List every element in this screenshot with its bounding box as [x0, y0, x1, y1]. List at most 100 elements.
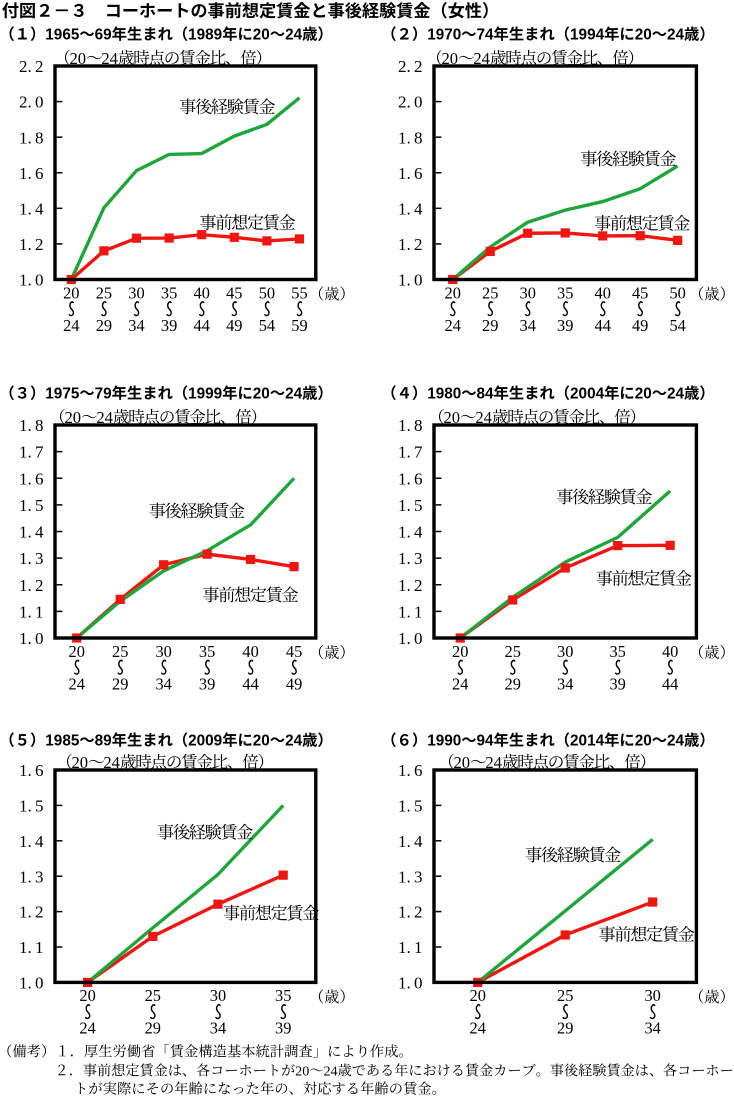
svg-text:25: 25 [557, 986, 573, 1005]
svg-text:69: 69 [95, 27, 112, 44]
svg-text:2014: 2014 [570, 733, 605, 750]
svg-text:34: 34 [644, 1019, 660, 1038]
svg-text:34: 34 [557, 674, 573, 693]
svg-text:1.1: 1.1 [19, 938, 43, 957]
svg-text:1.7: 1.7 [398, 443, 423, 462]
svg-text:24: 24 [285, 27, 303, 44]
svg-text:55: 55 [291, 283, 307, 302]
svg-text:1.5: 1.5 [398, 496, 422, 515]
svg-text:40: 40 [662, 642, 678, 661]
svg-text:20: 20 [71, 753, 88, 772]
svg-text:30: 30 [520, 283, 536, 302]
svg-text:30: 30 [128, 283, 144, 302]
svg-text:39: 39 [199, 674, 215, 693]
svg-text:49: 49 [286, 674, 302, 693]
svg-text:20: 20 [445, 283, 461, 302]
svg-text:1965: 1965 [45, 27, 80, 44]
svg-text:39: 39 [609, 674, 625, 693]
svg-text:2.0: 2.0 [19, 93, 43, 112]
svg-text:35: 35 [199, 642, 215, 661]
svg-text:40: 40 [242, 642, 258, 661]
svg-text:20: 20 [64, 408, 81, 427]
svg-text:1.6: 1.6 [19, 164, 43, 183]
svg-text:2.2: 2.2 [398, 57, 422, 76]
svg-text:54: 54 [259, 316, 275, 335]
svg-text:1980: 1980 [427, 386, 461, 403]
svg-text:1.2: 1.2 [398, 235, 422, 254]
svg-text:1989: 1989 [188, 27, 222, 44]
svg-text:20: 20 [635, 386, 652, 403]
svg-text:1.2: 1.2 [19, 903, 43, 922]
svg-text:20: 20 [470, 986, 486, 1005]
svg-text:24: 24 [485, 753, 502, 772]
svg-text:2004: 2004 [570, 386, 605, 403]
svg-text:35: 35 [275, 986, 291, 1005]
svg-text:24: 24 [285, 386, 303, 403]
svg-text:44: 44 [194, 316, 210, 335]
svg-text:30: 30 [557, 642, 573, 661]
svg-text:1.6: 1.6 [398, 469, 422, 488]
svg-text:24: 24 [79, 1019, 95, 1038]
svg-text:1.8: 1.8 [19, 416, 43, 435]
svg-text:24: 24 [96, 408, 113, 427]
svg-text:45: 45 [286, 642, 302, 661]
svg-text:1.5: 1.5 [19, 496, 43, 515]
svg-text:2.2: 2.2 [19, 57, 43, 76]
svg-text:20: 20 [295, 1063, 309, 1079]
svg-text:1.6: 1.6 [19, 469, 43, 488]
svg-text:1.6: 1.6 [398, 761, 422, 780]
svg-text:1.5: 1.5 [398, 797, 422, 816]
svg-text:25: 25 [145, 986, 161, 1005]
svg-text:25: 25 [112, 642, 128, 661]
svg-text:30: 30 [155, 642, 171, 661]
svg-text:24: 24 [475, 408, 492, 427]
svg-text:1.0: 1.0 [19, 974, 43, 993]
svg-text:59: 59 [291, 316, 307, 335]
svg-text:1975: 1975 [45, 386, 80, 403]
svg-text:20: 20 [79, 986, 95, 1005]
svg-text:1.2: 1.2 [398, 576, 422, 595]
svg-text:1.3: 1.3 [19, 867, 43, 886]
svg-text:34: 34 [520, 316, 536, 335]
svg-text:20: 20 [253, 27, 270, 44]
svg-text:89: 89 [95, 733, 112, 750]
svg-text:29: 29 [145, 1019, 161, 1038]
svg-text:20: 20 [453, 753, 470, 772]
svg-text:1.0: 1.0 [398, 974, 422, 993]
svg-text:1.0: 1.0 [19, 629, 43, 648]
svg-text:45: 45 [632, 283, 648, 302]
svg-text:1.1: 1.1 [398, 938, 422, 957]
svg-text:50: 50 [669, 283, 685, 302]
svg-text:35: 35 [609, 642, 625, 661]
svg-text:54: 54 [669, 316, 685, 335]
svg-text:35: 35 [557, 283, 573, 302]
svg-text:24: 24 [69, 674, 85, 693]
svg-text:40: 40 [194, 283, 210, 302]
svg-text:24: 24 [101, 49, 118, 68]
svg-text:24: 24 [667, 386, 685, 403]
svg-text:1.7: 1.7 [19, 443, 44, 462]
svg-text:1.3: 1.3 [19, 549, 43, 568]
svg-text:24: 24 [445, 316, 461, 335]
svg-text:79: 79 [95, 386, 112, 403]
svg-text:35: 35 [161, 283, 177, 302]
svg-text:1.4: 1.4 [398, 199, 423, 218]
svg-text:20: 20 [69, 49, 86, 68]
svg-text:2.0: 2.0 [398, 93, 422, 112]
svg-text:29: 29 [505, 674, 521, 693]
svg-text:24: 24 [473, 49, 490, 68]
svg-text:25: 25 [482, 283, 498, 302]
svg-text:1.5: 1.5 [19, 797, 43, 816]
svg-text:20: 20 [253, 386, 270, 403]
svg-text:39: 39 [557, 316, 573, 335]
svg-text:1.2: 1.2 [19, 576, 43, 595]
svg-text:94: 94 [477, 733, 495, 750]
svg-text:1.3: 1.3 [398, 867, 422, 886]
svg-text:1.2: 1.2 [398, 903, 422, 922]
svg-text:29: 29 [557, 1019, 573, 1038]
svg-text:1990: 1990 [427, 733, 461, 750]
svg-text:49: 49 [632, 316, 648, 335]
svg-text:1.8: 1.8 [398, 128, 422, 147]
svg-text:44: 44 [242, 674, 258, 693]
svg-text:34: 34 [155, 674, 171, 693]
